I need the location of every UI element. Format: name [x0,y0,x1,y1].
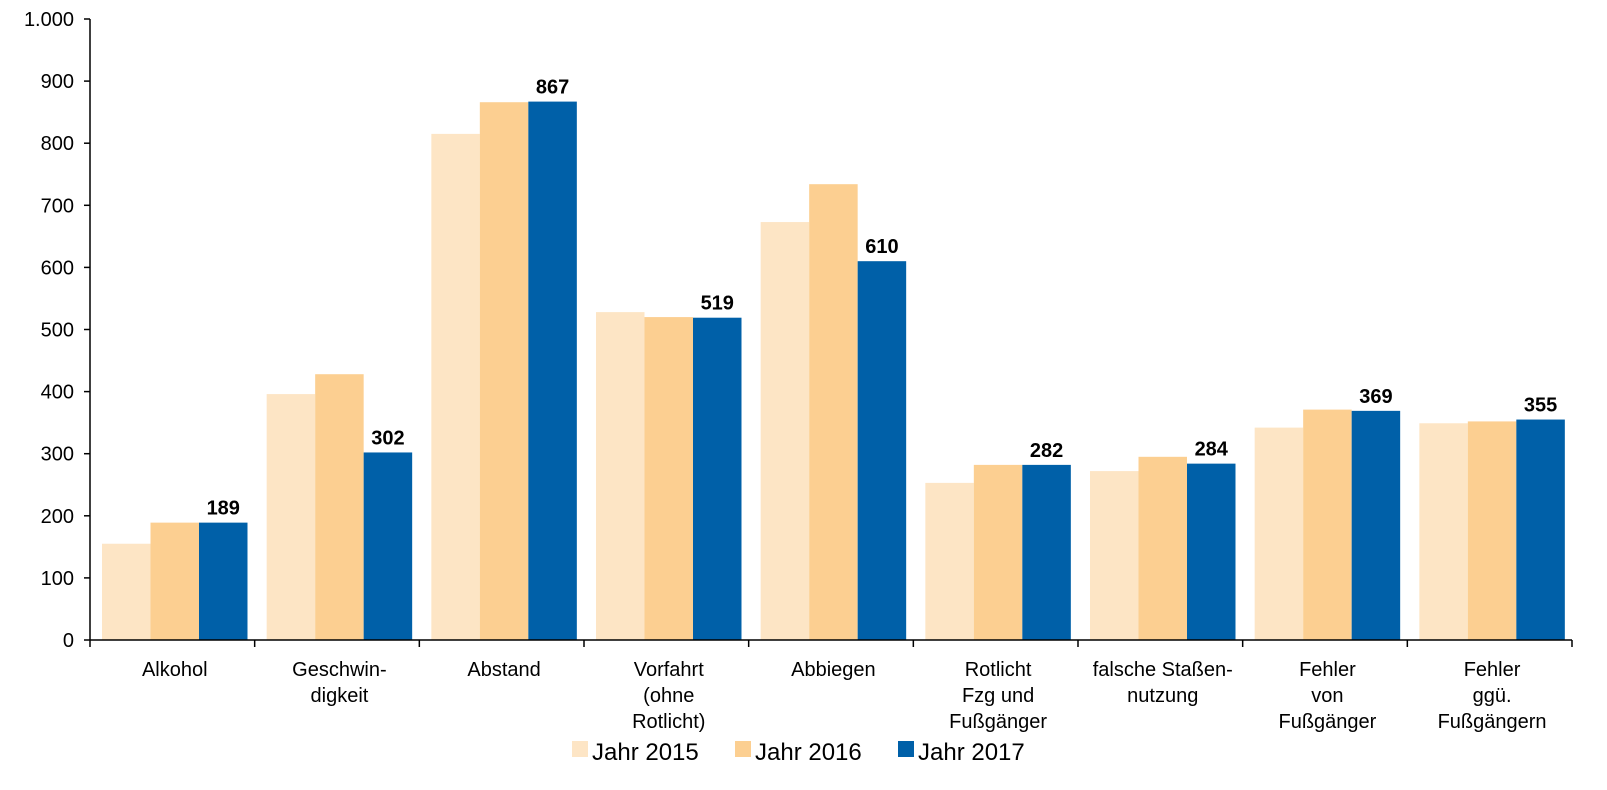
bar [315,374,364,640]
y-tick-label: 400 [41,382,74,404]
x-tick-label: Rotlicht Fzg und Fußgänger [949,659,1047,733]
x-tick-label: Geschwin-digkeit [292,659,386,707]
bar [1090,471,1139,640]
bar [1254,427,1304,640]
legend: Jahr 2015 Jahr 2016 Jahr 2017 [572,739,1025,766]
y-tick-label: 100 [41,568,74,590]
bar [644,317,693,640]
data-label: 355 [1524,395,1557,417]
data-label: 519 [701,293,734,315]
bar [1516,419,1565,640]
bar [1138,456,1187,640]
y-tick-label: 700 [41,195,74,217]
bar [1303,409,1352,640]
x-tick-label: Alkohol [142,659,208,681]
bar [925,482,974,640]
data-label: 284 [1195,439,1229,461]
bar [1467,421,1517,640]
bar [266,394,316,640]
bar [1022,464,1071,640]
bar [1351,410,1401,640]
data-label: 867 [536,77,569,99]
y-tick-label: 600 [41,257,74,279]
x-tick-label: Vorfahrt (ohne Rotlicht) [632,659,705,733]
bar [1187,463,1236,640]
bar [760,222,810,640]
bar [479,102,529,641]
data-label: 369 [1359,386,1392,408]
x-tick-label: Fehler ggü. Fußgängern [1438,659,1547,733]
bars-group [102,101,1565,641]
y-tick-label: 200 [41,506,74,528]
data-label: 610 [865,236,898,258]
data-label: 189 [207,498,240,520]
bar [431,133,480,640]
data-labels-group: 189 302 867 519 610 282 284 369 355 [207,77,1558,520]
data-label: 302 [371,427,404,449]
legend-label: Jahr 2016 [755,739,862,766]
axes-group: 0 100 200 300 400 500 600 700 800 900 1.000 Alkohol… [24,9,1573,733]
bar [857,261,907,640]
legend-label: Jahr 2017 [918,739,1025,766]
y-tick-label: 0 [63,630,74,652]
bar [199,522,248,640]
y-tick-label: 1.000 [24,9,74,31]
y-tick-label: 900 [41,71,74,93]
y-tick-label: 500 [41,320,74,342]
bar [528,101,577,640]
x-tick-label: Abbiegen [791,659,876,681]
x-tick-label: Abstand [467,659,540,681]
bar [809,184,858,640]
x-tick-label: Fehler von Fußgänger [1278,659,1376,733]
legend-swatch [898,741,914,757]
bar [102,543,151,640]
bar [150,522,199,640]
bar [1419,423,1468,640]
data-label: 282 [1030,440,1063,462]
bar [973,464,1023,640]
legend-label: Jahr 2015 [592,739,699,766]
bar [693,317,742,640]
bar [363,452,413,640]
legend-swatch [572,741,588,757]
bar [596,312,645,640]
legend-swatch [735,741,751,757]
y-tick-label: 300 [41,444,74,466]
y-tick-label: 800 [41,133,74,155]
x-tick-label: falsche Staßen-nutzung [1093,659,1233,707]
